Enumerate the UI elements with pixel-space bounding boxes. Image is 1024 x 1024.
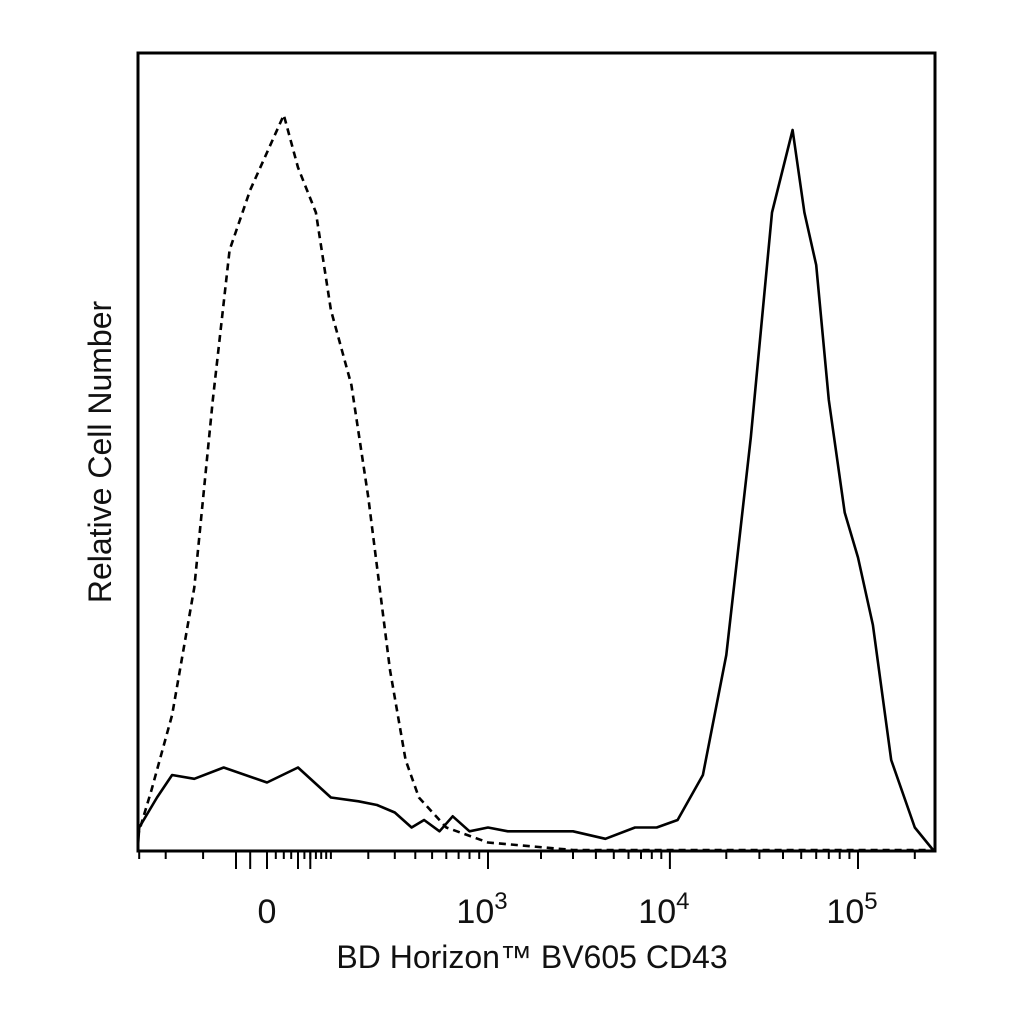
series-line-solid [136, 128, 935, 851]
x-tick-label: 103 [456, 888, 507, 931]
plot-frame [136, 51, 937, 853]
x-axis-title: BD Horizon™ BV605 CD43 [336, 939, 727, 975]
y-axis-title: Relative Cell Number [82, 300, 118, 603]
x-minor-ticks [138, 851, 916, 869]
series-group [136, 113, 935, 852]
x-tick-labels: 0 103 104 105 [258, 888, 878, 931]
x-tick-label: 0 [258, 893, 277, 931]
series-line-dashed [136, 113, 934, 852]
x-tick-label: 105 [826, 888, 877, 931]
x-tick-label: 104 [638, 888, 689, 931]
